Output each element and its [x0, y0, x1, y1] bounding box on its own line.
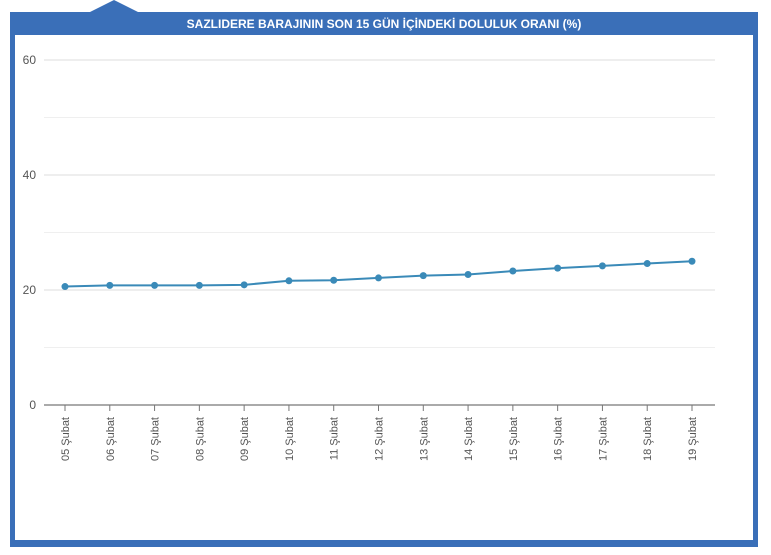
x-tick-label: 12 Şubat	[374, 417, 386, 461]
series-line	[64, 260, 693, 288]
x-tick-label: 19 Şubat	[687, 417, 699, 461]
data-point	[643, 260, 651, 268]
x-tick-label: 18 Şubat	[642, 417, 654, 461]
x-tick-label: 06 Şubat	[105, 417, 117, 461]
y-tick-label: 0	[29, 398, 36, 412]
data-point	[151, 281, 159, 289]
chart-title: SAZLIDERE BARAJININ SON 15 GÜN İÇİNDEKİ …	[186, 17, 582, 31]
data-point	[106, 281, 114, 289]
chart-frame: SAZLIDERE BARAJININ SON 15 GÜN İÇİNDEKİ …	[10, 0, 758, 547]
x-tick-label: 14 Şubat	[463, 417, 475, 461]
frame-notch	[90, 0, 138, 12]
data-point	[240, 281, 248, 289]
data-point	[554, 264, 562, 272]
data-point	[285, 277, 293, 285]
x-tick-label: 17 Şubat	[597, 417, 609, 461]
data-point	[195, 281, 203, 289]
data-point	[464, 270, 472, 278]
data-point	[419, 272, 427, 280]
data-point	[375, 274, 382, 282]
y-tick-label: 60	[23, 53, 37, 67]
x-tick-label: 10 Şubat	[284, 417, 296, 461]
x-tick-label: 07 Şubat	[150, 417, 162, 461]
x-tick-label: 05 Şubat	[60, 417, 72, 461]
y-tick-label: 20	[23, 283, 37, 297]
data-point	[61, 283, 69, 291]
x-tick-label: 13 Şubat	[418, 417, 430, 461]
x-tick-label: 09 Şubat	[239, 417, 251, 461]
x-tick-label: 15 Şubat	[508, 417, 520, 461]
y-tick-label: 40	[23, 168, 37, 182]
data-point	[598, 262, 606, 270]
data-point	[330, 276, 338, 284]
data-point	[509, 267, 517, 275]
chart-panel	[15, 35, 753, 540]
data-point	[688, 257, 696, 265]
x-tick-label: 11 Şubat	[329, 417, 341, 460]
x-tick-label: 08 Şubat	[194, 417, 206, 461]
x-tick-label: 16 Şubat	[553, 417, 565, 461]
